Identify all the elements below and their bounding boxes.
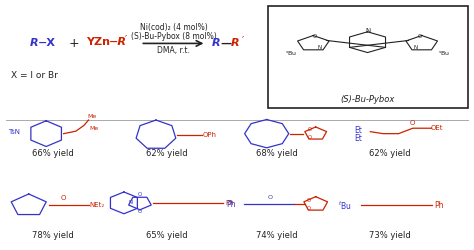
Text: 66% yield: 66% yield xyxy=(32,149,74,158)
Text: R: R xyxy=(211,38,220,48)
Text: N: N xyxy=(413,45,417,50)
Text: −X: −X xyxy=(38,38,56,48)
Text: Et: Et xyxy=(354,126,362,135)
Text: ′: ′ xyxy=(125,35,127,45)
Text: 74% yield: 74% yield xyxy=(256,230,298,239)
Text: Ph: Ph xyxy=(226,200,234,206)
Text: $^s$Bu: $^s$Bu xyxy=(438,50,450,58)
Text: O: O xyxy=(313,34,317,40)
Text: N: N xyxy=(318,45,322,50)
Text: YZn: YZn xyxy=(86,37,110,47)
Text: Ph: Ph xyxy=(226,200,236,208)
Text: O: O xyxy=(418,34,422,40)
Text: 78% yield: 78% yield xyxy=(32,230,74,239)
Text: ′: ′ xyxy=(242,36,244,46)
Text: $^t$Bu: $^t$Bu xyxy=(338,199,352,211)
Text: O: O xyxy=(308,127,311,132)
Text: OPh: OPh xyxy=(203,132,217,138)
Text: 68% yield: 68% yield xyxy=(256,149,298,158)
Text: 62% yield: 62% yield xyxy=(146,149,187,158)
Text: O: O xyxy=(410,120,415,126)
Text: +: + xyxy=(69,37,80,50)
Text: 62% yield: 62% yield xyxy=(369,149,411,158)
Text: DMA, r.t.: DMA, r.t. xyxy=(157,46,190,55)
Text: Me: Me xyxy=(89,126,99,131)
Text: (S)-Bu-Pybox: (S)-Bu-Pybox xyxy=(340,94,395,104)
Bar xyxy=(268,6,468,108)
Text: 65% yield: 65% yield xyxy=(146,230,187,239)
Text: NEt₂: NEt₂ xyxy=(89,202,104,208)
Text: R: R xyxy=(231,38,239,48)
Text: O: O xyxy=(307,198,311,203)
Text: Et: Et xyxy=(354,134,362,142)
Text: O: O xyxy=(138,209,142,214)
Text: OEt: OEt xyxy=(431,125,444,131)
Text: O: O xyxy=(307,206,311,211)
Text: N: N xyxy=(129,200,133,205)
Text: X = I or Br: X = I or Br xyxy=(11,71,58,80)
Text: TsN: TsN xyxy=(8,130,20,136)
Text: (S)-Bu-Pybox (8 mol%): (S)-Bu-Pybox (8 mol%) xyxy=(130,32,216,41)
Text: R: R xyxy=(30,38,39,48)
FancyArrowPatch shape xyxy=(143,41,202,46)
Text: N: N xyxy=(365,28,370,34)
Text: O: O xyxy=(267,196,273,200)
Text: O: O xyxy=(61,196,66,202)
Text: O: O xyxy=(138,192,142,197)
Text: O: O xyxy=(308,135,311,140)
Text: —: — xyxy=(220,38,231,48)
Text: $^s$Bu: $^s$Bu xyxy=(285,50,297,58)
Text: −R: −R xyxy=(109,37,127,47)
Text: Me: Me xyxy=(87,114,97,119)
Text: 73% yield: 73% yield xyxy=(369,230,411,239)
Text: Ph: Ph xyxy=(434,201,444,210)
Text: Ni(cod)₂ (4 mol%): Ni(cod)₂ (4 mol%) xyxy=(139,23,207,32)
